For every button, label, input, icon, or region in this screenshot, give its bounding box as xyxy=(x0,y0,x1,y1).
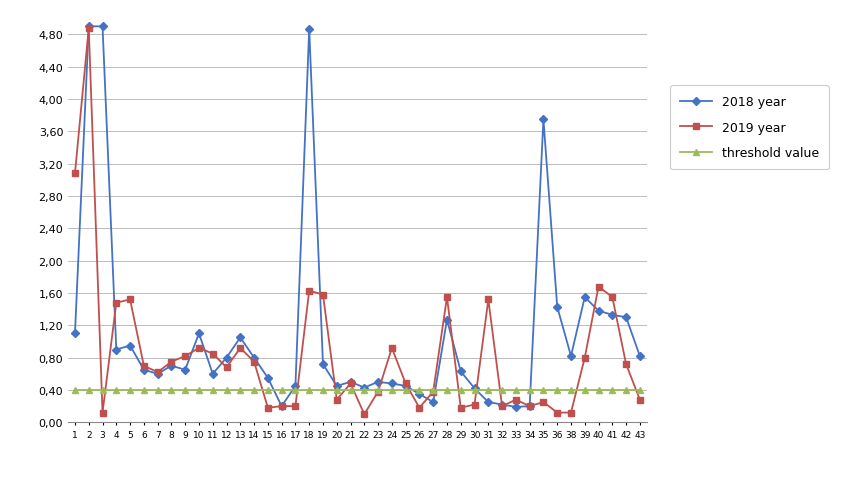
threshold value xyxy=(208,387,218,393)
2018 year xyxy=(373,379,383,385)
2018 year xyxy=(470,385,480,391)
2018 year xyxy=(221,355,231,361)
2018 year xyxy=(277,403,287,409)
2018 year xyxy=(593,308,603,314)
2019 year xyxy=(290,403,300,409)
2019 year xyxy=(511,397,521,403)
threshold value xyxy=(235,387,245,393)
2018 year xyxy=(111,347,122,353)
2018 year xyxy=(332,383,342,389)
2018 year xyxy=(290,383,300,389)
2019 year xyxy=(111,300,122,306)
threshold value xyxy=(442,387,452,393)
threshold value xyxy=(470,387,480,393)
threshold value xyxy=(332,387,342,393)
threshold value xyxy=(152,387,163,393)
threshold value xyxy=(552,387,563,393)
threshold value xyxy=(428,387,438,393)
2018 year xyxy=(414,391,425,397)
Line: 2018 year: 2018 year xyxy=(71,24,643,410)
2018 year xyxy=(180,367,191,373)
2019 year xyxy=(470,402,480,408)
2018 year xyxy=(152,371,163,377)
2019 year xyxy=(497,403,507,409)
2018 year xyxy=(511,404,521,410)
Line: 2019 year: 2019 year xyxy=(71,26,643,418)
threshold value xyxy=(180,387,191,393)
threshold value xyxy=(263,387,273,393)
2018 year xyxy=(125,343,135,348)
threshold value xyxy=(277,387,287,393)
threshold value xyxy=(524,387,534,393)
threshold value xyxy=(290,387,300,393)
2018 year xyxy=(483,399,494,405)
2018 year xyxy=(386,381,397,386)
2019 year xyxy=(166,359,176,365)
2019 year xyxy=(455,405,465,411)
2019 year xyxy=(442,295,452,300)
threshold value xyxy=(593,387,603,393)
threshold value xyxy=(346,387,356,393)
2018 year xyxy=(83,24,94,30)
2019 year xyxy=(125,297,135,303)
2018 year xyxy=(304,27,314,33)
threshold value xyxy=(539,387,549,393)
2018 year xyxy=(552,304,563,310)
2018 year xyxy=(635,353,645,359)
threshold value xyxy=(194,387,204,393)
2018 year xyxy=(497,402,507,408)
2019 year xyxy=(524,403,534,409)
threshold value xyxy=(414,387,425,393)
2019 year xyxy=(180,353,191,359)
2018 year xyxy=(566,353,576,359)
2018 year xyxy=(455,369,465,374)
2018 year xyxy=(524,403,534,409)
2018 year xyxy=(346,379,356,385)
2019 year xyxy=(386,345,397,351)
2019 year xyxy=(635,397,645,403)
threshold value xyxy=(608,387,618,393)
threshold value xyxy=(621,387,631,393)
2019 year xyxy=(593,284,603,290)
2018 year xyxy=(401,383,411,389)
2018 year xyxy=(608,312,618,318)
2019 year xyxy=(221,365,231,371)
2018 year xyxy=(249,355,260,361)
2018 year xyxy=(428,399,438,405)
2019 year xyxy=(139,363,149,369)
2018 year xyxy=(139,367,149,373)
2019 year xyxy=(194,345,204,351)
threshold value xyxy=(455,387,465,393)
2019 year xyxy=(97,410,107,416)
2019 year xyxy=(483,297,494,303)
2019 year xyxy=(304,288,314,294)
2019 year xyxy=(83,26,94,32)
2019 year xyxy=(70,171,80,177)
2018 year xyxy=(580,295,590,300)
2019 year xyxy=(208,351,218,357)
threshold value xyxy=(139,387,149,393)
threshold value xyxy=(566,387,576,393)
threshold value xyxy=(359,387,369,393)
Legend: 2018 year, 2019 year, threshold value: 2018 year, 2019 year, threshold value xyxy=(671,86,829,170)
threshold value xyxy=(580,387,590,393)
2019 year xyxy=(263,405,273,411)
2019 year xyxy=(580,355,590,361)
2019 year xyxy=(318,292,328,298)
threshold value xyxy=(304,387,314,393)
2019 year xyxy=(152,370,163,375)
threshold value xyxy=(166,387,176,393)
2018 year xyxy=(194,331,204,336)
threshold value xyxy=(83,387,94,393)
threshold value xyxy=(111,387,122,393)
2018 year xyxy=(263,375,273,381)
Line: threshold value: threshold value xyxy=(72,387,643,393)
threshold value xyxy=(125,387,135,393)
threshold value xyxy=(249,387,260,393)
2018 year xyxy=(318,361,328,367)
threshold value xyxy=(386,387,397,393)
2019 year xyxy=(621,361,631,367)
2019 year xyxy=(566,410,576,416)
threshold value xyxy=(70,387,80,393)
